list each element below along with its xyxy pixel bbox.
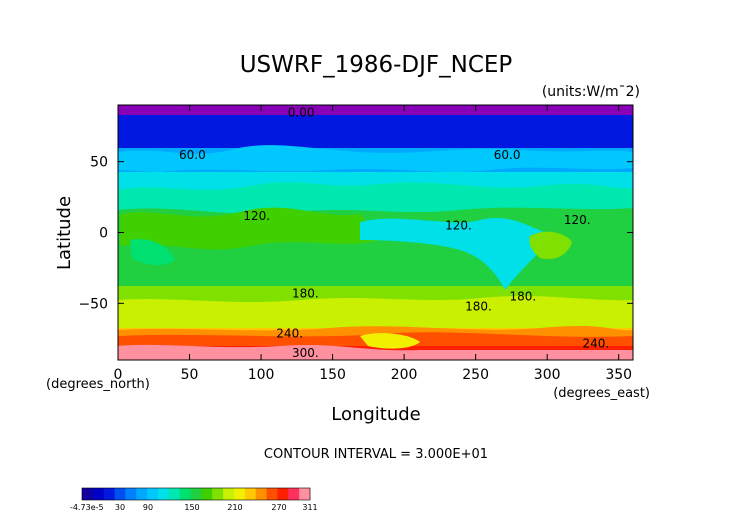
- contour-label: 60.0: [494, 148, 521, 162]
- y-axis-unit: (degrees_north): [46, 377, 150, 392]
- contour-label: 240.: [582, 336, 609, 350]
- blob-ross-sea: [360, 333, 420, 349]
- contour-label: 180.: [509, 290, 536, 304]
- contour-label: 120.: [243, 209, 270, 223]
- blob-america-green: [529, 231, 572, 260]
- x-tick-label: 0: [114, 367, 123, 383]
- colorbar-swatch: [201, 488, 213, 500]
- contour-label: 180.: [292, 287, 319, 301]
- blob-africa-green: [130, 239, 175, 266]
- x-tick-label: 50: [181, 367, 199, 383]
- x-tick-label: 300: [534, 367, 561, 383]
- colorbar-swatch: [103, 488, 116, 500]
- colorbar-label: 270: [271, 503, 286, 512]
- y-tick-label: 50: [90, 155, 108, 171]
- contour-label: 240.: [276, 326, 303, 340]
- colorbar-swatch: [147, 488, 159, 500]
- colorbar-swatch: [125, 488, 137, 500]
- colorbar-swatch: [266, 488, 278, 500]
- colorbar-label: 90: [143, 503, 153, 512]
- blob-antarctic-pink: [118, 344, 633, 360]
- colorbar: [81, 487, 311, 501]
- contour-label: 120.: [445, 219, 472, 233]
- colorbar-swatch: [234, 488, 246, 500]
- blob-pacific-cyan: [360, 217, 555, 290]
- x-tick-label: 150: [319, 367, 346, 383]
- colorbar-label: 210: [227, 503, 242, 512]
- x-axis-label: Longitude: [331, 404, 421, 425]
- x-tick-label: 200: [391, 367, 418, 383]
- colorbar-label: 150: [184, 503, 199, 512]
- blob-north-cyan: [118, 145, 633, 172]
- contour-interval-label: CONTOUR INTERVAL = 3.000E+01: [264, 447, 488, 462]
- colorbar-swatch: [190, 488, 202, 500]
- colorbar-swatch: [244, 488, 257, 500]
- band-polar-north: [118, 105, 633, 115]
- contour-label: 300.: [292, 346, 319, 360]
- colorbar-swatch: [158, 488, 170, 500]
- colorbar-swatch: [168, 488, 181, 500]
- colorbar-swatch: [255, 488, 268, 500]
- colorbar-swatch: [223, 488, 235, 500]
- band-north-high: [118, 115, 633, 153]
- colorbar-swatch: [212, 488, 224, 500]
- colorbar-label: 30: [115, 503, 125, 512]
- blob-north-aqua: [118, 182, 633, 214]
- blob-south-yellow: [118, 296, 633, 322]
- colorbar-swatch: [288, 488, 300, 500]
- colorbar-max-label: 311: [302, 503, 317, 512]
- colorbar-min-label: -4.73e-5: [70, 503, 104, 512]
- colorbar-swatch: [136, 488, 148, 500]
- colorbar-frame: [81, 487, 311, 501]
- colorbar-swatch: [299, 488, 311, 500]
- units-label: (units:W/m¯2): [542, 84, 640, 100]
- colorbar-swatch: [82, 488, 94, 500]
- colorbar-swatch: [92, 488, 105, 500]
- contour-label: 180.: [465, 299, 492, 313]
- x-tick-label: 350: [605, 367, 632, 383]
- blob-tropic-light: [120, 207, 380, 250]
- chart-title: USWRF_1986-DJF_NCEP: [240, 52, 513, 78]
- y-axis-label: Latitude: [54, 196, 75, 270]
- x-tick-label: 250: [462, 367, 489, 383]
- contour-label: 60.0: [179, 148, 206, 162]
- contour-label: 120.: [564, 213, 591, 227]
- colorbar-swatch: [277, 488, 289, 500]
- x-tick-label: 100: [248, 367, 275, 383]
- x-axis-unit: (degrees_east): [553, 386, 650, 401]
- y-tick-label: 0: [99, 226, 108, 242]
- colorbar-swatch: [114, 488, 126, 500]
- y-tick-label: −50: [78, 296, 108, 312]
- plot-area: 0.00 60.0 60.0 120. 120. 120. 180. 180. 180. 240.…: [118, 105, 633, 360]
- colorbar-swatch: [179, 488, 192, 500]
- contour-label: 0.00: [288, 105, 315, 119]
